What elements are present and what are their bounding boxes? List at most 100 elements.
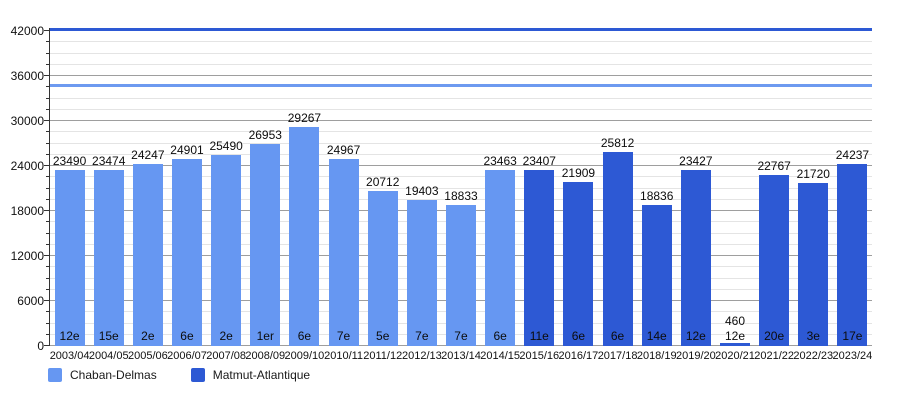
bar-column: 24247 2e [128, 25, 167, 346]
bar-value-label: 22767 [757, 159, 791, 174]
bar-value-label: 21720 [796, 167, 830, 182]
x-tick-label: 2023/24 [832, 350, 873, 362]
plot-area: 23490 12e 23474 15e 24247 2e 24901 6e 25490 2e 269… [44, 25, 872, 346]
y-minor-tick [46, 41, 49, 43]
bar-rank-label: 7e [454, 329, 468, 343]
x-tick-label: 2015/16 [519, 350, 560, 362]
y-axis-line [49, 28, 50, 346]
bar-column: 21720 3e [794, 25, 833, 346]
y-minor-tick [46, 63, 49, 65]
bar-rank-label: 6e [571, 329, 586, 343]
bar-rank-label: 17e [842, 329, 863, 343]
bar-value-label: 21909 [561, 165, 596, 180]
bar [641, 204, 672, 346]
y-major-tick [44, 75, 50, 76]
bar-column: 24967 7e [324, 25, 363, 346]
y-major-tick [44, 165, 50, 166]
bar [54, 169, 85, 346]
y-tick-label: 18000 [10, 204, 44, 218]
bar-column: 23407 11e [520, 25, 559, 346]
x-tick-label: 2010/11 [324, 350, 364, 362]
x-tick-label: 2016/17 [558, 350, 599, 362]
bar-rank-label: 7e [336, 329, 351, 343]
bar [524, 170, 555, 346]
gridline-minor [50, 131, 872, 133]
x-tick-label: 2005/06 [127, 350, 168, 362]
bar-column: 21909 6e [559, 25, 598, 346]
bar-value-label: 23463 [483, 154, 517, 169]
bar-value-label: 26953 [248, 127, 282, 142]
gridline-minor [50, 41, 872, 43]
x-tick-label: 2009/10 [284, 350, 325, 362]
reference-line-chaban-delmas [50, 83, 872, 87]
y-major-tick [44, 345, 50, 346]
x-tick-label: 2007/08 [206, 350, 247, 362]
y-minor-tick [46, 221, 49, 223]
bar-rank-label: 2e [141, 329, 155, 343]
y-tick-label: 30000 [10, 114, 44, 128]
bar-rank-label: 11e [529, 329, 549, 343]
x-tick-label: 2012/13 [401, 350, 442, 362]
y-minor-tick [46, 243, 49, 245]
bar [132, 164, 163, 346]
reference-line-matmut-atlantique [50, 28, 872, 32]
bar-value-label: 23407 [522, 154, 556, 169]
bar [211, 154, 242, 346]
bar [445, 204, 476, 346]
bar-rank-label: 6e [493, 329, 507, 343]
bar-value-label: 24237 [835, 148, 870, 163]
bar [171, 159, 202, 346]
gridline-major [50, 165, 872, 166]
bar [563, 181, 594, 346]
y-tick-label: 36000 [10, 69, 44, 83]
bar-column: 22767 20e [755, 25, 794, 346]
x-tick-label: 2004/05 [88, 350, 129, 362]
bar-value-label: 23490 [52, 153, 87, 168]
gridline-major [50, 75, 872, 76]
bar-value-label: 25490 [209, 138, 243, 153]
gridline-minor [50, 86, 872, 88]
bar-rank-label: 14e [646, 329, 667, 343]
bar [250, 143, 281, 346]
bar-column: 24901 6e [167, 25, 206, 346]
bar-rank-label: 6e [610, 329, 625, 343]
bar-value-label: 18833 [444, 188, 478, 203]
y-minor-tick [46, 266, 49, 268]
bar [289, 126, 320, 346]
y-major-tick [44, 30, 50, 31]
legend-swatch-chaban-delmas [48, 368, 62, 382]
x-tick-label: 2003/04 [49, 350, 90, 362]
legend-label-matmut-atlantique: Matmut-Atlantique [212, 368, 311, 382]
y-minor-tick [46, 198, 49, 200]
x-tick-label: 2019/20 [675, 350, 716, 362]
y-minor-tick [46, 131, 49, 133]
y-tick-label: 12000 [10, 249, 44, 263]
bar-value-label: 23427 [679, 154, 713, 169]
bar [485, 170, 516, 346]
bar-column: 19403 7e [402, 25, 441, 346]
chart-legend: Chaban-Delmas Matmut-Atlantique [48, 368, 310, 382]
bar [837, 164, 868, 346]
bar [406, 200, 437, 346]
legend-item-matmut-atlantique: Matmut-Atlantique [190, 368, 311, 382]
y-minor-tick [46, 86, 49, 88]
bar [367, 190, 398, 346]
bar-column: 460 12e [715, 25, 754, 346]
bar-value-label: 29267 [287, 110, 322, 125]
bar-column: 24237 17e [833, 25, 872, 346]
y-tick-label: 0 [37, 339, 44, 353]
bar-column: 18833 7e [441, 25, 480, 346]
y-major-tick [44, 255, 50, 256]
x-tick-label: 2018/19 [636, 350, 677, 362]
y-minor-tick [46, 232, 49, 234]
bar-column: 29267 6e [285, 25, 324, 346]
bar-value-label: 24901 [170, 143, 204, 158]
bar-column: 23490 12e [50, 25, 89, 346]
bar [328, 158, 359, 346]
gridline-minor [50, 108, 872, 110]
x-tick-label: 2006/07 [167, 350, 207, 362]
bar-rank-label: 15e [98, 329, 119, 343]
y-minor-tick [46, 322, 49, 324]
bar-rank-label: 20e [764, 329, 785, 343]
